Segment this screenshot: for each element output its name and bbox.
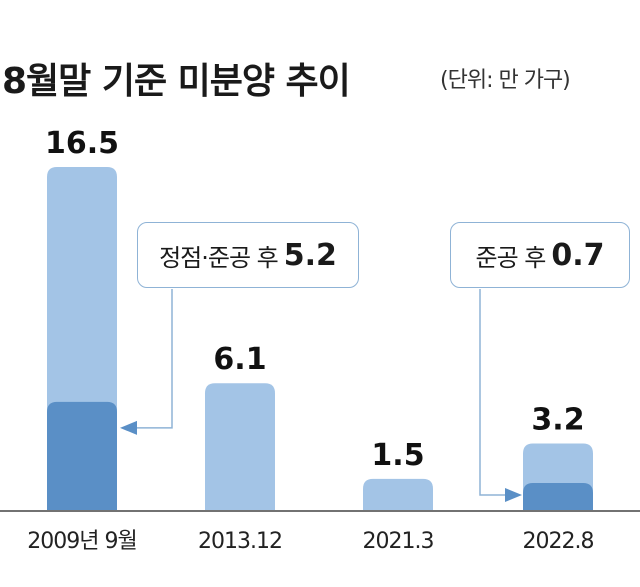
data-label: 16.5 [45, 126, 119, 161]
connector-line [135, 289, 173, 429]
callout-label: 정점·준공 후 [159, 243, 279, 272]
callout-value: 5.2 [283, 237, 337, 273]
data-label: 6.1 [213, 342, 266, 377]
bar-sub-2009년 9월 [47, 401, 117, 510]
x-tick-label: 2013.12 [198, 529, 282, 554]
data-label: 1.5 [371, 438, 424, 473]
arrow-icon [505, 488, 522, 502]
callout-label: 준공 후 [475, 243, 546, 272]
bar-2013.12 [205, 383, 275, 510]
data-label: 3.2 [531, 402, 584, 437]
callout-2022: 준공 후 0.7 [450, 222, 630, 288]
arrow-icon [120, 420, 137, 435]
unit-label: (단위: 만 가구) [440, 68, 571, 93]
bar-2021.3 [363, 478, 433, 510]
bar-sub-2022.8 [523, 483, 593, 510]
chart-title: 8월말 기준 미분양 추이 [2, 61, 351, 102]
x-tick-label: 2021.3 [363, 529, 434, 554]
x-tick-label: 2022.8 [523, 529, 594, 554]
callout-value: 0.7 [551, 237, 605, 273]
callout-peak: 정점·준공 후 5.2 [137, 222, 359, 288]
connector-line [479, 289, 508, 496]
x-tick-label: 2009년 9월 [27, 529, 136, 554]
